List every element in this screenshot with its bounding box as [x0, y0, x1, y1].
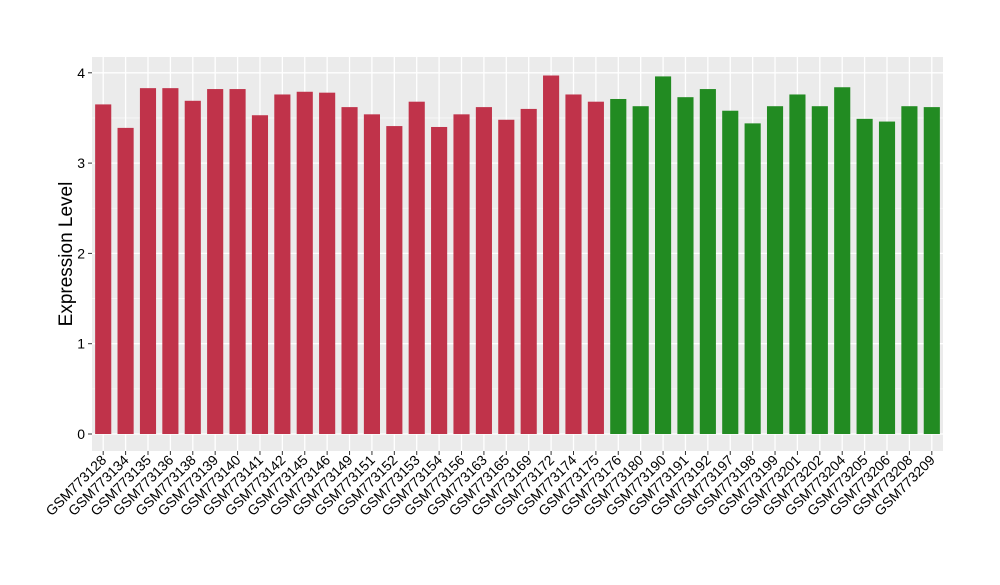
bar	[543, 75, 560, 434]
y-tick-label: 0	[77, 426, 85, 442]
bar	[251, 115, 269, 434]
x-axis: GSM773128GSM773134GSM773135GSM773136GSM7…	[42, 451, 938, 519]
y-tick-label: 3	[77, 155, 85, 171]
bar	[901, 106, 918, 434]
bar	[811, 106, 828, 434]
bars	[95, 75, 940, 435]
bar	[117, 127, 134, 435]
y-tick-label: 4	[77, 65, 85, 81]
bar	[834, 87, 851, 435]
bar	[498, 119, 515, 435]
bar	[162, 88, 179, 434]
bar	[95, 104, 112, 434]
bar	[319, 92, 336, 434]
bar	[632, 106, 649, 434]
bar	[229, 89, 246, 434]
bar	[341, 107, 358, 434]
bar	[655, 76, 672, 435]
bar	[744, 123, 761, 435]
bar	[453, 114, 470, 434]
bar	[207, 89, 224, 434]
bar	[722, 110, 739, 434]
bar	[878, 121, 896, 434]
bar	[184, 100, 201, 434]
bar	[431, 126, 448, 434]
bar	[296, 91, 313, 434]
bar	[610, 98, 627, 434]
bar	[677, 97, 694, 434]
y-axis-label: Expression Level	[56, 182, 77, 327]
bar	[789, 94, 806, 435]
bar	[856, 118, 873, 434]
bar	[408, 101, 425, 435]
bar	[386, 126, 403, 435]
bar	[520, 108, 537, 435]
y-tick-label: 1	[77, 336, 85, 352]
bar	[565, 94, 582, 435]
bar	[274, 94, 291, 435]
bar	[587, 101, 604, 435]
bar	[699, 89, 716, 434]
bar	[139, 88, 157, 434]
bar	[766, 106, 784, 434]
y-axis: 0 1 2 3 4	[77, 65, 92, 442]
y-tick-label: 2	[77, 245, 85, 261]
bar	[475, 107, 492, 434]
bar	[923, 107, 940, 434]
bar	[363, 114, 380, 434]
